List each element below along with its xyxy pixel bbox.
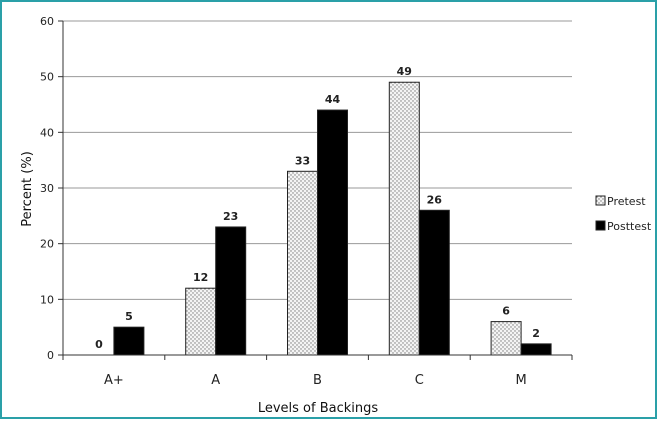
legend-label-posttest: Posttest [607, 220, 652, 233]
data-label-pretest: 49 [397, 65, 412, 78]
bar-pretest [388, 81, 420, 356]
bar-posttest [215, 226, 247, 356]
x-tick-label: M [515, 373, 526, 388]
y-tick-label: 20 [40, 238, 54, 251]
x-tick-label: C [415, 373, 424, 388]
legend-label-pretest: Pretest [607, 195, 646, 208]
bar-posttest [317, 109, 348, 356]
y-tick-label: 10 [40, 293, 54, 306]
data-label-posttest: 5 [125, 310, 133, 323]
x-tick-label: A [211, 373, 220, 388]
data-labels: 0 5 12 23 33 44 49 26 6 2 [95, 65, 540, 351]
legend: Pretest Posttest [595, 195, 652, 233]
bars-group [113, 81, 552, 356]
y-tick-label: 50 [40, 71, 54, 84]
data-label-posttest: 26 [427, 193, 443, 206]
bar-pretest [185, 287, 217, 356]
data-label-posttest: 23 [223, 210, 238, 223]
x-tick-label: B [313, 373, 322, 388]
y-tick-label: 60 [40, 15, 54, 28]
y-tick-label: 40 [40, 126, 54, 139]
data-label-posttest: 44 [325, 93, 341, 106]
y-tick-label: 0 [47, 349, 54, 362]
bar-pretest [287, 170, 318, 356]
bar-pretest [490, 321, 522, 356]
legend-swatch-posttest [595, 220, 606, 231]
data-label-pretest: 0 [95, 338, 103, 351]
x-tick-label: A+ [104, 373, 124, 388]
y-tick-label: 30 [40, 182, 54, 195]
y-axis-title: Percent (%) [20, 151, 35, 227]
x-tick-labels: A+ A B C M [62, 355, 573, 388]
data-label-pretest: 6 [502, 305, 510, 318]
gridlines [63, 20, 572, 300]
data-label-pretest: 33 [295, 154, 310, 167]
x-axis-title: Levels of Backings [258, 401, 379, 416]
legend-swatch-pretest [595, 195, 606, 206]
bar-posttest [418, 209, 450, 356]
data-label-pretest: 12 [193, 271, 208, 284]
bar-posttest [520, 343, 552, 356]
y-tick-labels: 0 10 20 30 40 50 60 [40, 15, 63, 362]
data-label-posttest: 2 [532, 327, 540, 340]
bar-posttest [113, 326, 145, 356]
